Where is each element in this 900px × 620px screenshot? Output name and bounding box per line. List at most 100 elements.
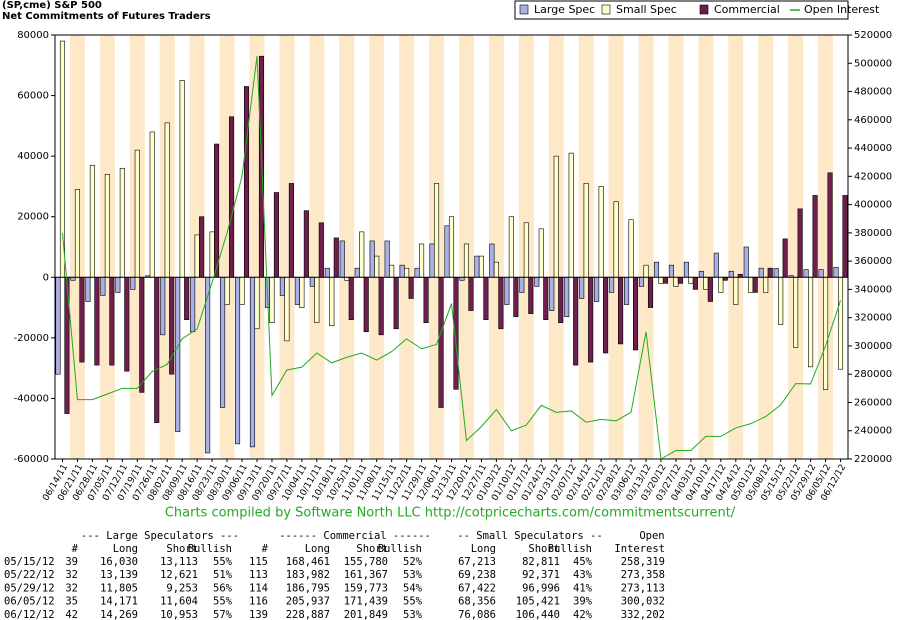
table-cell: 205,937 xyxy=(286,596,330,608)
bar xyxy=(823,276,829,390)
bar xyxy=(279,276,285,296)
bar xyxy=(519,276,525,293)
bar xyxy=(603,276,609,354)
bar xyxy=(414,267,420,278)
bar xyxy=(718,276,724,293)
bar xyxy=(583,183,589,278)
y-tick-label: 60000 xyxy=(17,91,49,102)
y2-tick-label: 300000 xyxy=(854,341,892,352)
table-group: ------ Commercial ------ xyxy=(279,530,431,542)
bar xyxy=(803,269,809,278)
y2-tick-label: 360000 xyxy=(854,256,892,267)
y2-tick-label: 240000 xyxy=(854,426,892,437)
table-cell: 11,805 xyxy=(100,582,138,594)
bar xyxy=(209,231,215,278)
bar xyxy=(273,192,279,278)
bar xyxy=(374,255,380,278)
stripe xyxy=(309,35,325,459)
table-cell: 69,238 xyxy=(458,569,496,581)
table-column: Long xyxy=(113,543,138,555)
bar xyxy=(389,264,395,278)
table-cell: 168,461 xyxy=(286,556,330,568)
bar xyxy=(624,276,630,305)
chart-title: (SP,cme) S&P 500 xyxy=(2,0,102,11)
bar xyxy=(692,276,698,290)
table-cell: 05/22/12 xyxy=(4,569,55,581)
table-cell: 67,213 xyxy=(458,556,496,568)
bar xyxy=(534,276,540,287)
bar xyxy=(493,261,499,278)
table-column: Long xyxy=(471,543,496,555)
stripe xyxy=(488,35,504,459)
bar xyxy=(448,216,455,278)
bar xyxy=(797,208,803,278)
chart-subtitle: Net Commitments of Futures Traders xyxy=(2,11,211,22)
bar xyxy=(130,276,136,290)
y2-tick-label: 380000 xyxy=(854,228,892,239)
table-cell: 186,795 xyxy=(286,582,330,594)
bar xyxy=(638,276,645,287)
table-cell: 13,139 xyxy=(100,569,138,581)
bar xyxy=(808,276,814,368)
bar xyxy=(205,276,211,454)
table-cell: 42% xyxy=(573,609,593,620)
bar xyxy=(419,243,425,278)
table-cell: 161,367 xyxy=(344,569,388,581)
bar xyxy=(609,276,615,293)
table-cell: 332,202 xyxy=(621,609,665,620)
y2-tick-label: 440000 xyxy=(854,143,892,154)
bar xyxy=(234,276,241,445)
bar xyxy=(688,276,694,284)
table-cell: 14,269 xyxy=(100,609,138,620)
table-column: Short xyxy=(528,543,560,555)
bar xyxy=(827,172,833,278)
table-cell: 52% xyxy=(403,556,423,568)
table-cell: 171,439 xyxy=(344,596,388,608)
bar xyxy=(752,276,758,293)
table-cell: 53% xyxy=(403,569,423,581)
bar xyxy=(303,210,309,278)
bar xyxy=(220,276,226,408)
legend-swatch xyxy=(699,4,709,15)
table-cell: 273,113 xyxy=(621,582,665,594)
bar xyxy=(733,276,739,305)
bar xyxy=(318,222,324,278)
table-cell: 54% xyxy=(403,582,423,594)
bar xyxy=(594,276,600,302)
table-cell: 76,086 xyxy=(458,609,496,620)
table-cell: 35 xyxy=(65,596,78,608)
bar xyxy=(743,246,749,278)
table-cell: 273,358 xyxy=(621,569,665,581)
bar xyxy=(618,276,624,345)
table-column: # xyxy=(262,543,269,555)
bar xyxy=(673,276,679,287)
bar xyxy=(677,276,683,284)
bar xyxy=(243,86,250,278)
y2-tick-label: 480000 xyxy=(854,87,892,98)
bar xyxy=(164,122,170,278)
table-cell: 57% xyxy=(213,609,233,620)
bar xyxy=(613,201,619,278)
table-cell: 06/12/12 xyxy=(4,609,55,620)
stripe xyxy=(818,35,834,459)
stripe xyxy=(728,35,744,459)
bar xyxy=(632,276,639,351)
bar xyxy=(463,243,470,278)
bar xyxy=(728,270,734,278)
table-cell: 92,371 xyxy=(522,569,560,581)
bar xyxy=(104,174,110,278)
bar xyxy=(314,276,320,324)
bar xyxy=(194,234,200,278)
table-cell: 06/05/12 xyxy=(4,596,55,608)
bar xyxy=(438,276,444,408)
table-cell: 45% xyxy=(573,556,593,568)
bar xyxy=(812,195,818,278)
bar xyxy=(339,240,345,278)
bar xyxy=(408,276,414,299)
table-cell: 10,953 xyxy=(160,609,198,620)
y2-tick-label: 280000 xyxy=(854,369,892,380)
legend-label: Small Spec xyxy=(616,3,677,16)
bar xyxy=(100,276,106,296)
table-cell: 139 xyxy=(249,609,268,620)
